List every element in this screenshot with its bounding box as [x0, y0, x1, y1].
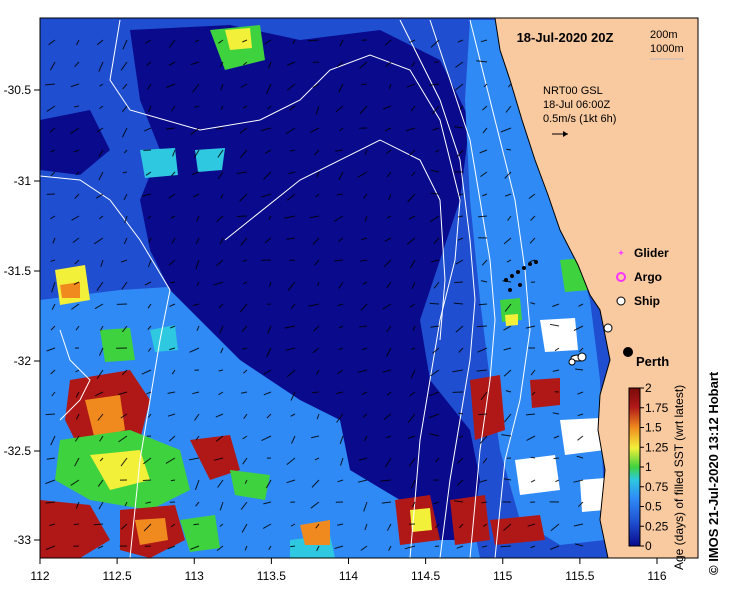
- ship-legend-label: Ship: [634, 294, 660, 308]
- sst-warm-patches: [40, 25, 605, 558]
- current-time-label: 18-Jul 06:00Z: [543, 99, 611, 111]
- current-scale-label: 0.5m/s (1kt 6h): [543, 113, 616, 125]
- glider-legend-label: Glider: [634, 246, 669, 260]
- bathymetry-contours: [40, 19, 531, 558]
- current-scale-arrow: [552, 131, 568, 137]
- y-tick-label: -31.5: [4, 264, 32, 278]
- colorbar-tick-label: 0: [645, 539, 652, 553]
- y-tick-label: -33: [14, 533, 32, 547]
- contour-legend-1000m: 1000m: [650, 43, 684, 55]
- perth-marker: [623, 347, 633, 357]
- colorbar-tick-label: 1: [645, 460, 652, 474]
- y-axis: -30.5 -31 -31.5 -32 -32.5 -33: [4, 83, 40, 547]
- plot-frame: [39, 17, 699, 559]
- argo-legend-icon: [616, 272, 626, 282]
- perth-label: Perth: [636, 354, 669, 369]
- glider-track: [504, 260, 538, 292]
- y-tick-label: -30.5: [4, 83, 32, 97]
- y-tick-label: -32: [14, 354, 32, 368]
- map-plot-area: [40, 18, 698, 558]
- current-source-label: NRT00 GSL: [543, 85, 603, 97]
- x-tick-label: 114: [339, 569, 358, 583]
- colorbar-tick-label: 1.5: [645, 421, 662, 435]
- map-title: 18-Jul-2020 20Z: [517, 30, 614, 45]
- contour-legend-200m: 200m: [650, 29, 678, 41]
- colorbar-tick-label: 0.5: [645, 500, 662, 514]
- land-western-australia: [494, 18, 698, 558]
- x-axis: 112 112.5 113 113.5 114 114.5 115 115.5 116: [30, 558, 667, 583]
- colorbar-tick-label: 0.25: [645, 519, 669, 533]
- x-tick-label: 112.5: [103, 569, 132, 583]
- colorbar-ticks: 2 1.75 1.5 1.25 1 0.75 0.5 0.25 0: [640, 381, 669, 553]
- colorbar-tick-label: 1.75: [645, 401, 669, 415]
- colorbar-gradient: [628, 387, 641, 547]
- x-tick-label: 115.5: [565, 569, 594, 583]
- colorbar: 2 1.75 1.5 1.25 1 0.75 0.5 0.25 0 Age (days) of …: [628, 381, 686, 570]
- x-tick-label: 113: [185, 569, 204, 583]
- platform-legend: ✦ Glider Argo Ship: [616, 246, 669, 308]
- y-tick-label: -31: [14, 174, 32, 188]
- colorbar-tick-label: 0.75: [645, 480, 669, 494]
- x-tick-label: 115: [493, 569, 512, 583]
- x-tick-label: 114.5: [411, 569, 440, 583]
- colorbar-tick-label: 1.25: [645, 440, 669, 454]
- argo-legend-label: Argo: [634, 270, 662, 284]
- ship-markers: [568, 323, 613, 366]
- y-tick-label: -32.5: [4, 444, 32, 458]
- sst-region-west-deep: [40, 110, 110, 175]
- x-tick-label: 112: [30, 569, 49, 583]
- x-tick-label: 116: [647, 569, 666, 583]
- current-vectors: [44, 39, 584, 552]
- ship-legend-icon: [616, 296, 626, 306]
- colorbar-label: Age (days) of filled SST (wrt latest): [672, 385, 686, 570]
- colorbar-tick-label: 2: [645, 381, 652, 395]
- credit-label: © IMOS 21-Jul-2020 13:12 Hobart: [706, 371, 721, 575]
- x-tick-label: 113.5: [257, 569, 286, 583]
- glider-legend-icon: ✦: [617, 248, 625, 258]
